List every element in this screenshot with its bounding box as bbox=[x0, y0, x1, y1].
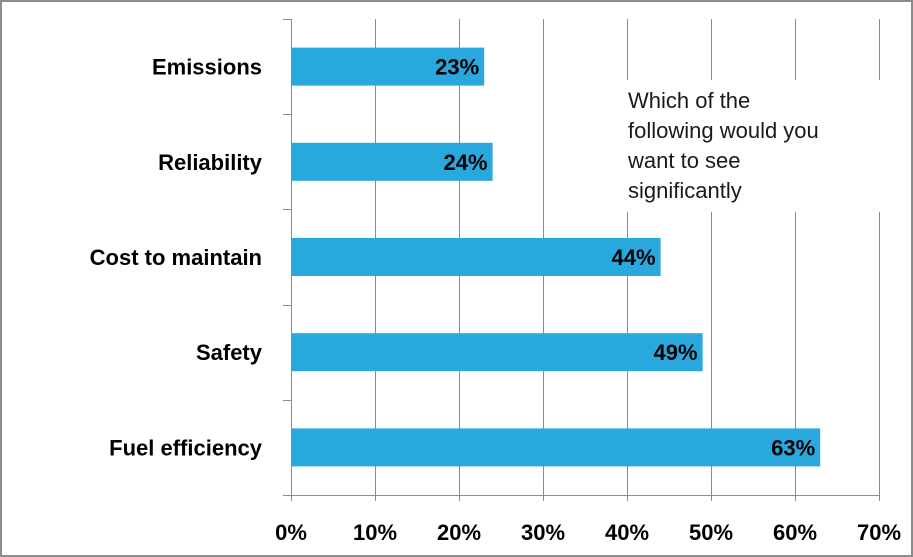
data-label: 44% bbox=[612, 245, 656, 270]
x-tick-label: 40% bbox=[605, 520, 649, 545]
x-tick-label: 30% bbox=[521, 520, 565, 545]
data-label: 63% bbox=[771, 435, 815, 460]
data-label: 24% bbox=[444, 150, 488, 175]
x-tick-label: 10% bbox=[353, 520, 397, 545]
x-tick-label: 70% bbox=[857, 520, 901, 545]
bar-cost-to-maintain bbox=[291, 238, 661, 276]
chart-annotation: Which of the following would you want to… bbox=[612, 80, 898, 212]
x-tick-label: 0% bbox=[275, 520, 307, 545]
x-tick-label: 20% bbox=[437, 520, 481, 545]
gridlines bbox=[283, 19, 880, 501]
bar-emissions bbox=[291, 47, 485, 86]
labels: 0% 10% 20% 30% 40% 50% 60% 70% Emissions 23% Relia… bbox=[90, 55, 901, 545]
data-label: 49% bbox=[654, 340, 698, 365]
bars bbox=[291, 47, 821, 467]
data-label: 23% bbox=[435, 55, 479, 80]
category-label: Cost to maintain bbox=[90, 245, 262, 270]
category-label: Fuel efficiency bbox=[109, 435, 263, 460]
category-label: Emissions bbox=[152, 55, 262, 80]
x-tick-label: 50% bbox=[689, 520, 733, 545]
bar-reliability bbox=[291, 142, 493, 181]
bar-fuel-efficiency bbox=[291, 428, 821, 467]
bar-safety bbox=[291, 333, 703, 372]
category-label: Reliability bbox=[158, 150, 263, 175]
x-tick-label: 60% bbox=[773, 520, 817, 545]
category-label: Safety bbox=[196, 340, 263, 365]
